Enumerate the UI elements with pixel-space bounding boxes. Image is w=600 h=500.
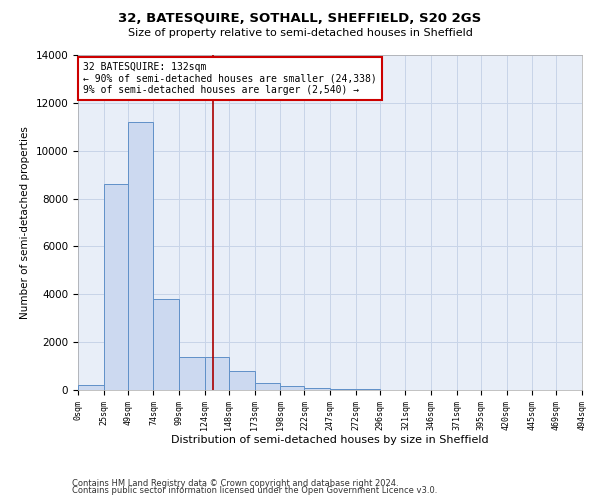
Bar xyxy=(229,371,254,390)
Bar xyxy=(254,383,280,390)
Bar xyxy=(179,356,205,390)
Text: Contains HM Land Registry data © Crown copyright and database right 2024.: Contains HM Land Registry data © Crown c… xyxy=(72,478,398,488)
Bar xyxy=(205,356,229,390)
Text: 32 BATESQUIRE: 132sqm
← 90% of semi-detached houses are smaller (24,338)
9% of s: 32 BATESQUIRE: 132sqm ← 90% of semi-deta… xyxy=(83,62,377,95)
Bar xyxy=(128,122,154,390)
Bar xyxy=(78,385,104,390)
Bar xyxy=(154,299,179,390)
Text: 32, BATESQUIRE, SOTHALL, SHEFFIELD, S20 2GS: 32, BATESQUIRE, SOTHALL, SHEFFIELD, S20 … xyxy=(118,12,482,26)
Text: Contains public sector information licensed under the Open Government Licence v3: Contains public sector information licen… xyxy=(72,486,437,495)
Y-axis label: Number of semi-detached properties: Number of semi-detached properties xyxy=(20,126,30,319)
Text: Size of property relative to semi-detached houses in Sheffield: Size of property relative to semi-detach… xyxy=(128,28,472,38)
X-axis label: Distribution of semi-detached houses by size in Sheffield: Distribution of semi-detached houses by … xyxy=(171,436,489,446)
Bar xyxy=(330,389,356,390)
Bar xyxy=(104,184,128,390)
Bar xyxy=(280,386,304,390)
Bar xyxy=(304,388,330,390)
